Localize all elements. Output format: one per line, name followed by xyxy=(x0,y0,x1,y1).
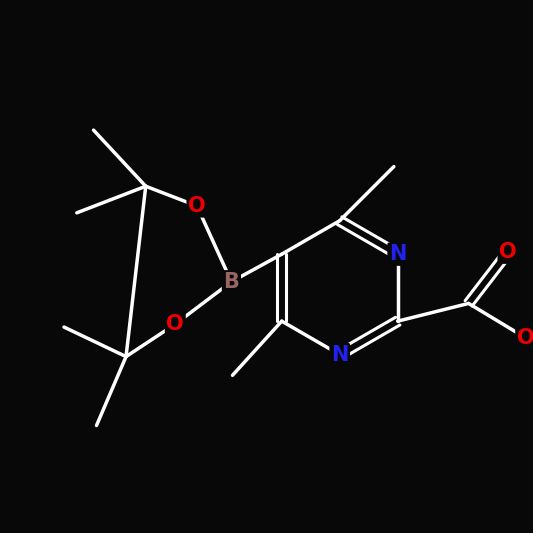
Text: N: N xyxy=(331,345,349,365)
Text: N: N xyxy=(389,244,406,264)
Text: B: B xyxy=(223,272,239,292)
Text: O: O xyxy=(517,328,533,348)
Text: O: O xyxy=(166,314,184,334)
Text: O: O xyxy=(499,242,517,262)
Text: O: O xyxy=(188,196,206,216)
